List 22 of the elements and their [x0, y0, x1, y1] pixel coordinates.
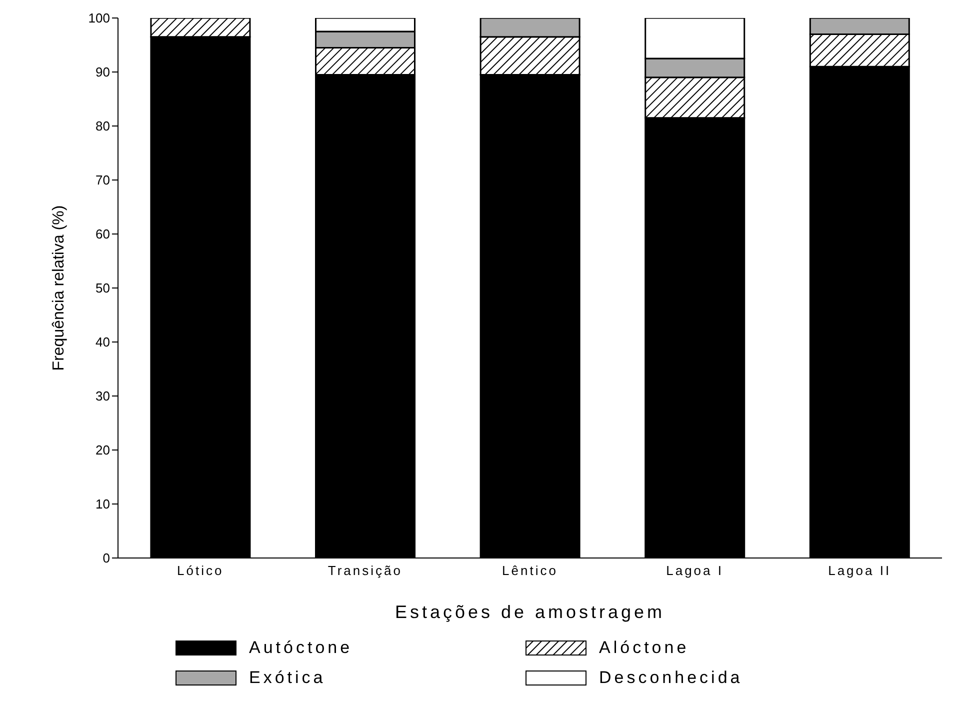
legend-label: Exótica	[249, 668, 326, 688]
y-tick-label: 60	[96, 226, 110, 242]
y-tick-label: 50	[96, 280, 110, 296]
y-axis-title: Frequência relativa (%)	[50, 205, 68, 371]
x-tick-label: Lêntico	[502, 563, 558, 578]
y-tick-label: 0	[102, 550, 110, 566]
y-tick-label: 30	[96, 388, 110, 404]
y-tick-label: 20	[96, 442, 110, 458]
y-tick-label: 90	[96, 64, 110, 80]
y-tick-label: 40	[96, 334, 110, 350]
x-axis-title: Estações de amostragem	[394, 602, 666, 622]
x-tick-label: Lagoa II	[828, 563, 892, 578]
legend-label: Alóctone	[599, 638, 690, 658]
x-tick-label: Lagoa I	[666, 563, 724, 578]
legend-label: Desconhecida	[599, 668, 743, 688]
y-tick-label: 80	[96, 118, 110, 134]
y-tick-label: 100	[88, 10, 110, 26]
y-tick-label: 10	[96, 496, 110, 512]
x-tick-label: Lótico	[177, 563, 224, 578]
legend-label: Autóctone	[249, 638, 353, 658]
x-tick-label: Transição	[328, 563, 403, 578]
y-tick-label: 70	[96, 172, 110, 188]
